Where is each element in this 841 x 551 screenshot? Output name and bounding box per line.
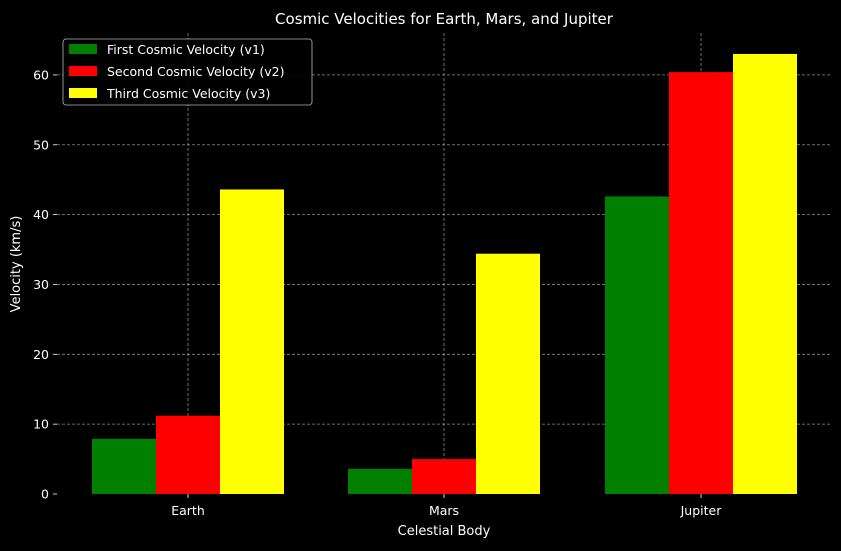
axes: 0 10 20 30 40 50 60 Earth Mars Jupiter	[33, 67, 722, 518]
legend: First Cosmic Velocity (v1) Second Cosmic…	[62, 38, 313, 106]
y-axis-label: Velocity (km/s)	[9, 216, 24, 313]
bar-v1-earth	[92, 438, 156, 494]
y-tick-label: 20	[33, 347, 49, 362]
legend-label-v3: Third Cosmic Velocity (v3)	[106, 86, 270, 101]
bar-v2-mars	[412, 459, 476, 494]
y-tick-label: 40	[33, 207, 49, 222]
chart-title: Cosmic Velocities for Earth, Mars, and J…	[275, 10, 614, 28]
legend-entry: Third Cosmic Velocity (v3)	[69, 86, 270, 101]
legend-swatch-v3	[69, 88, 97, 98]
legend-swatch-v1	[69, 44, 97, 54]
legend-entry: Second Cosmic Velocity (v2)	[69, 64, 284, 79]
x-tick-label: Earth	[171, 503, 205, 518]
bars	[92, 53, 797, 495]
legend-entry: First Cosmic Velocity (v1)	[69, 42, 265, 57]
y-tick-label: 0	[41, 487, 49, 502]
bar-v3-jupiter	[733, 53, 797, 495]
x-axis-label: Celestial Body	[398, 524, 491, 539]
bar-v2-jupiter	[669, 72, 733, 495]
legend-swatch-v2	[69, 66, 97, 76]
legend-label-v2: Second Cosmic Velocity (v2)	[107, 64, 284, 79]
legend-frame	[62, 38, 313, 106]
y-tick-label: 30	[33, 277, 49, 292]
bar-v2-earth	[156, 415, 220, 494]
y-tick-label: 10	[33, 417, 49, 432]
x-tick-label: Jupiter	[680, 503, 723, 518]
y-tick-label: 60	[33, 67, 49, 82]
x-tick-label: Mars	[429, 503, 459, 518]
legend-label-v1: First Cosmic Velocity (v1)	[107, 42, 265, 57]
bar-v3-mars	[476, 253, 540, 494]
y-tick-label: 50	[33, 137, 49, 152]
bar-v3-earth	[220, 189, 284, 494]
bar-v1-mars	[348, 468, 412, 494]
bar-v1-jupiter	[605, 196, 669, 495]
